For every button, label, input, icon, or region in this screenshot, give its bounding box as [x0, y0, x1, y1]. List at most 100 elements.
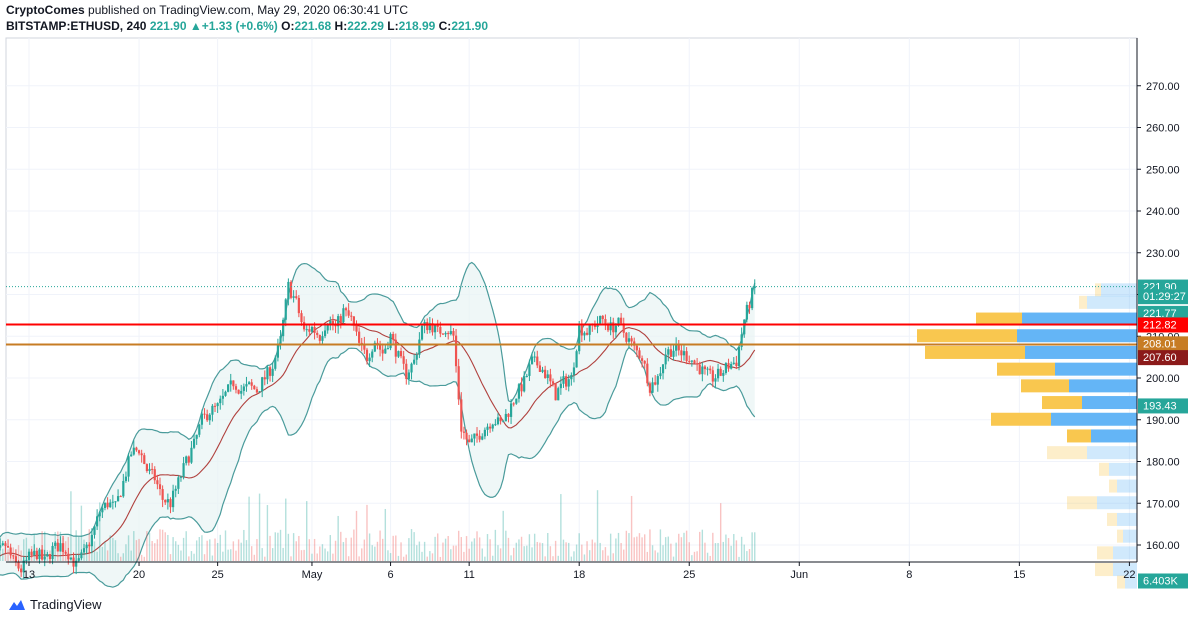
- price-tag-label: 208.01: [1143, 338, 1177, 350]
- candle-body: [709, 368, 712, 371]
- candle-body: [751, 288, 754, 309]
- candle-body: [368, 357, 371, 362]
- candle-body: [69, 557, 73, 560]
- candle-body: [612, 322, 615, 333]
- vp-bar-up: [1067, 429, 1091, 443]
- candle-body: [22, 560, 25, 573]
- candle-body: [554, 383, 557, 401]
- candle-body: [651, 382, 654, 393]
- y-tick-label: 250.00: [1146, 164, 1180, 176]
- candle-body: [187, 456, 190, 463]
- candle-body: [313, 326, 316, 333]
- price-tag: [1138, 398, 1188, 414]
- vp-bar-up: [991, 412, 1051, 426]
- vp-bar-up: [925, 345, 1025, 359]
- candle-body: [1, 543, 4, 546]
- candle-body: [35, 550, 38, 559]
- candle-body: [399, 351, 403, 357]
- price-tag: [1138, 573, 1188, 589]
- candle-body: [41, 549, 44, 560]
- candle-body: [696, 363, 699, 365]
- candle-body: [329, 320, 332, 325]
- time-axis[interactable]: 13 20 25 May 6 11 18 25 Jun 8 15 22: [23, 562, 1136, 581]
- price-tag: [1138, 289, 1188, 305]
- candle-body: [415, 354, 418, 360]
- candle-body: [536, 356, 539, 366]
- candle-body: [67, 553, 70, 560]
- horizontal-lines[interactable]: [6, 286, 1137, 346]
- candle-body: [517, 384, 521, 399]
- candle-body: [593, 325, 597, 327]
- vp-bar-down: [1097, 496, 1137, 510]
- candle-body: [365, 349, 369, 362]
- x-tick-label: May: [302, 569, 323, 581]
- candle-body: [606, 323, 610, 331]
- symbol-name[interactable]: BITSTAMP:ETHUSD, 240: [6, 19, 147, 33]
- x-tick-label: 25: [212, 569, 224, 581]
- candle-body: [711, 370, 714, 382]
- candles: [0, 278, 756, 579]
- candle-body: [295, 296, 298, 298]
- candle-body: [216, 403, 219, 407]
- candle-body: [43, 556, 46, 560]
- vp-bar-down: [1017, 329, 1137, 343]
- candle-body: [588, 323, 591, 335]
- candle-body: [420, 325, 424, 340]
- published-text: published on TradingView.com, May 29, 20…: [88, 3, 409, 17]
- candle-body: [33, 550, 36, 555]
- candle-body: [703, 366, 707, 370]
- candle-body: [753, 286, 756, 289]
- candle-body: [601, 315, 604, 320]
- candle-body: [250, 382, 253, 386]
- author-name[interactable]: CryptoComes: [6, 3, 85, 17]
- candle-body: [434, 324, 437, 333]
- vp-bar-down: [1055, 362, 1137, 376]
- candle-body: [321, 336, 324, 341]
- candle-body: [135, 447, 138, 451]
- vp-bar-down: [1113, 563, 1137, 577]
- candle-body: [101, 507, 104, 513]
- candle-body: [701, 366, 704, 375]
- tradingview-logo-icon: [9, 599, 25, 610]
- candle-body: [297, 297, 300, 314]
- candle-body: [371, 351, 374, 358]
- candle-body: [656, 376, 659, 385]
- candle-body: [166, 499, 169, 503]
- candle-body: [174, 488, 177, 491]
- candle-body: [96, 516, 99, 527]
- candle-body: [449, 331, 452, 335]
- price-tag: [1138, 305, 1188, 321]
- candle-body: [268, 367, 272, 376]
- candle-body: [85, 544, 88, 549]
- up-arrow-icon: ▲: [189, 19, 202, 33]
- candle-body: [743, 319, 746, 335]
- vp-bar-down: [1101, 283, 1137, 297]
- candle-body: [620, 317, 623, 324]
- candle-body: [25, 559, 28, 561]
- candle-body: [161, 489, 164, 500]
- candle-body: [410, 363, 413, 373]
- candle-body: [635, 345, 638, 351]
- candle-body: [638, 350, 641, 359]
- candle-body: [106, 502, 109, 508]
- symbol-legend: BITSTAMP:ETHUSD, 240 221.90 ▲+1.33 (+0.6…: [6, 19, 488, 33]
- candle-body: [667, 349, 670, 355]
- price-tag-label: 212.82: [1143, 319, 1177, 331]
- candle-body: [240, 390, 243, 394]
- candle-body: [279, 336, 282, 344]
- candle-body: [300, 313, 303, 323]
- candle-body: [659, 373, 662, 377]
- vp-bar-down: [1091, 429, 1137, 443]
- candle-body: [363, 343, 366, 350]
- candle-body: [48, 554, 52, 560]
- high-value: 222.29: [347, 19, 384, 33]
- candle-body: [339, 316, 342, 323]
- candle-body: [261, 377, 264, 392]
- candle-body: [305, 329, 308, 331]
- tradingview-footer[interactable]: TradingView: [8, 597, 102, 612]
- candle-body: [585, 332, 589, 335]
- candle-body: [677, 344, 680, 351]
- candle-body: [572, 367, 576, 375]
- candle-body: [452, 331, 455, 336]
